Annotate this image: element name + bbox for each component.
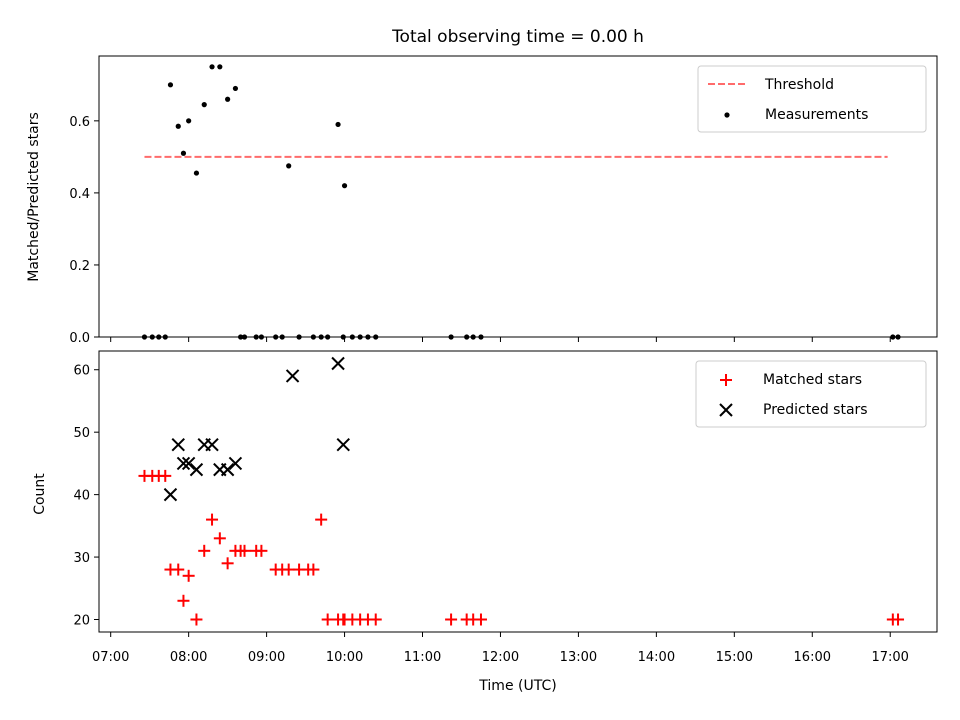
legend-measurements-label: Measurements bbox=[765, 107, 868, 123]
top-y-tick-label: 0.4 bbox=[69, 187, 90, 202]
x-tick-label: 07:00 bbox=[92, 650, 129, 665]
x-tick-label: 13:00 bbox=[560, 650, 597, 665]
top-y-tick-label: 0.6 bbox=[69, 115, 90, 130]
bottom-y-axis-label: Count bbox=[32, 473, 48, 515]
legend-matched-marker bbox=[720, 374, 732, 386]
measurement-point bbox=[335, 121, 341, 128]
ratio-panel: Total observing time = 0.00 h Matched/Pr… bbox=[26, 27, 938, 346]
bottom-plot-frame bbox=[98, 350, 938, 633]
bottom-data-marks bbox=[138, 356, 905, 626]
predicted-star-point bbox=[205, 437, 219, 452]
predicted-star-point bbox=[176, 456, 191, 471]
matched-star-point bbox=[307, 563, 320, 576]
bottom-y-tick-label: 30 bbox=[73, 551, 90, 566]
matched-star-point bbox=[474, 613, 487, 626]
matched-star-point bbox=[190, 613, 203, 626]
matched-star-point bbox=[321, 613, 334, 626]
matched-star-point bbox=[198, 544, 211, 557]
matched-star-point bbox=[213, 532, 226, 545]
predicted-star-point bbox=[228, 456, 243, 471]
x-tick-label: 16:00 bbox=[794, 650, 831, 665]
x-tick-label: 11:00 bbox=[404, 650, 441, 665]
predicted-star-point bbox=[181, 456, 196, 471]
bottom-y-tick-label: 40 bbox=[73, 489, 90, 504]
matched-star-point bbox=[182, 569, 195, 582]
predicted-star-point bbox=[189, 462, 204, 477]
predicted-star-point bbox=[331, 356, 345, 371]
x-tick-label: 08:00 bbox=[170, 650, 207, 665]
matched-star-point bbox=[172, 563, 185, 576]
top-legend: Threshold Measurements bbox=[697, 65, 927, 133]
bottom-y-tick-label: 60 bbox=[73, 364, 90, 379]
measurement-point bbox=[232, 85, 239, 92]
measurement-point bbox=[186, 118, 192, 124]
measurement-point bbox=[341, 183, 348, 189]
measurement-point bbox=[167, 82, 174, 88]
measurement-point bbox=[193, 170, 200, 176]
matched-star-point bbox=[159, 469, 172, 482]
top-axis-ticks: 0.0 0.2 0.4 0.6 bbox=[69, 115, 891, 346]
measurement-point bbox=[201, 102, 207, 108]
matched-star-point bbox=[315, 513, 328, 526]
top-y-tick-label: 0.0 bbox=[69, 331, 90, 346]
legend-threshold-label: Threshold bbox=[764, 77, 834, 93]
predicted-star-point bbox=[285, 369, 300, 383]
x-tick-label: 10:00 bbox=[326, 650, 363, 665]
x-tick-label: 15:00 bbox=[716, 650, 753, 665]
legend-matched-label: Matched stars bbox=[763, 372, 862, 388]
predicted-star-point bbox=[220, 462, 235, 477]
matched-star-point bbox=[255, 544, 268, 557]
bottom-legend-box bbox=[695, 360, 927, 428]
measurement-point bbox=[217, 64, 223, 70]
legend-predicted-label: Predicted stars bbox=[763, 402, 868, 418]
top-legend-box bbox=[697, 65, 927, 133]
predicted-star-point bbox=[336, 437, 350, 452]
bottom-axis-ticks: 07:00 08:00 09:00 10:00 11:00 12:00 13:00 14:00… bbox=[73, 364, 909, 665]
measurement-point bbox=[225, 96, 231, 102]
x-tick-label: 12:00 bbox=[482, 650, 519, 665]
matched-star-point bbox=[445, 613, 458, 626]
x-axis-label: Time (UTC) bbox=[478, 678, 556, 694]
matched-star-point bbox=[892, 613, 905, 626]
chart-title: Total observing time = 0.00 h bbox=[391, 27, 644, 47]
matched-star-point bbox=[206, 513, 219, 526]
bottom-y-tick-label: 50 bbox=[73, 426, 90, 441]
measurement-point bbox=[175, 123, 181, 129]
predicted-star-point bbox=[171, 437, 185, 452]
top-data-marks bbox=[141, 64, 901, 340]
matched-star-point bbox=[177, 594, 190, 607]
matched-star-point bbox=[221, 557, 234, 570]
predicted-star-point bbox=[163, 487, 178, 502]
x-tick-label: 17:00 bbox=[871, 650, 908, 665]
count-panel: Count Time (UTC) 07:00 08:00 09:00 10:00 11:… bbox=[32, 350, 938, 694]
measurement-point bbox=[180, 150, 187, 156]
matched-star-point bbox=[238, 544, 251, 557]
top-plot-frame bbox=[98, 55, 938, 338]
x-tick-label: 09:00 bbox=[248, 650, 285, 665]
legend-predicted-marker bbox=[719, 403, 733, 417]
top-y-axis-label: Matched/Predicted stars bbox=[26, 112, 42, 282]
legend-measurements-marker bbox=[724, 112, 730, 118]
matched-star-point bbox=[282, 563, 295, 576]
measurement-point bbox=[209, 64, 215, 70]
x-tick-label: 14:00 bbox=[638, 650, 675, 665]
bottom-y-tick-label: 20 bbox=[73, 614, 90, 629]
bottom-legend: Matched stars Predicted stars bbox=[695, 360, 927, 428]
top-y-tick-label: 0.2 bbox=[69, 259, 90, 274]
matched-star-point bbox=[369, 613, 382, 626]
measurement-point bbox=[286, 163, 292, 169]
